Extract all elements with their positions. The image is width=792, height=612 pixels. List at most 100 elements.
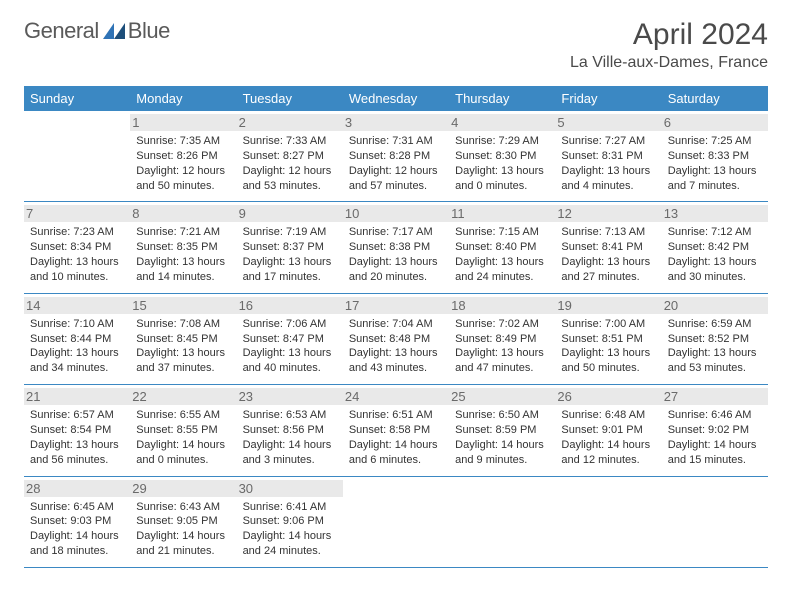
sunrise-line: Sunrise: 6:51 AM [349, 408, 443, 423]
brand-logo: General Blue [24, 18, 170, 44]
day-cell: 3Sunrise: 7:31 AMSunset: 8:28 PMDaylight… [343, 111, 449, 201]
month-title: April 2024 [570, 18, 768, 52]
daylight-line: Daylight: 13 hours and 30 minutes. [668, 255, 762, 285]
day-cell: 10Sunrise: 7:17 AMSunset: 8:38 PMDayligh… [343, 202, 449, 292]
day-cell: 14Sunrise: 7:10 AMSunset: 8:44 PMDayligh… [24, 294, 130, 384]
day-cell: 6Sunrise: 7:25 AMSunset: 8:33 PMDaylight… [662, 111, 768, 201]
day-number: 21 [24, 388, 130, 405]
sunrise-line: Sunrise: 6:41 AM [243, 500, 337, 515]
day-number: 28 [24, 480, 130, 497]
dow-sunday: Sunday [24, 86, 130, 111]
sunset-line: Sunset: 8:37 PM [243, 240, 337, 255]
day-cell: 17Sunrise: 7:04 AMSunset: 8:48 PMDayligh… [343, 294, 449, 384]
sunset-line: Sunset: 9:05 PM [136, 514, 230, 529]
day-number: 20 [662, 297, 768, 314]
sunset-line: Sunset: 8:40 PM [455, 240, 549, 255]
sunrise-line: Sunrise: 6:48 AM [561, 408, 655, 423]
day-cell: 23Sunrise: 6:53 AMSunset: 8:56 PMDayligh… [237, 385, 343, 475]
sunrise-line: Sunrise: 7:13 AM [561, 225, 655, 240]
daylight-line: Daylight: 13 hours and 27 minutes. [561, 255, 655, 285]
day-cell: 19Sunrise: 7:00 AMSunset: 8:51 PMDayligh… [555, 294, 661, 384]
sunrise-line: Sunrise: 6:46 AM [668, 408, 762, 423]
day-number: 14 [24, 297, 130, 314]
dow-tuesday: Tuesday [237, 86, 343, 111]
sunrise-line: Sunrise: 7:25 AM [668, 134, 762, 149]
day-number: 18 [449, 297, 555, 314]
daylight-line: Daylight: 12 hours and 53 minutes. [243, 164, 337, 194]
week-row: 1Sunrise: 7:35 AMSunset: 8:26 PMDaylight… [24, 111, 768, 202]
daylight-line: Daylight: 13 hours and 7 minutes. [668, 164, 762, 194]
day-cell: 8Sunrise: 7:21 AMSunset: 8:35 PMDaylight… [130, 202, 236, 292]
sunset-line: Sunset: 8:48 PM [349, 332, 443, 347]
daylight-line: Daylight: 13 hours and 53 minutes. [668, 346, 762, 376]
brand-word1: General [24, 18, 99, 44]
day-cell: 30 Sunrise: 6:41 AMSunset: 9:06 PMDayligh… [237, 477, 343, 567]
day-cell [662, 477, 768, 567]
sunrise-line: Sunrise: 6:53 AM [243, 408, 337, 423]
day-number: 19 [555, 297, 661, 314]
sunset-line: Sunset: 8:31 PM [561, 149, 655, 164]
day-cell: 9Sunrise: 7:19 AMSunset: 8:37 PMDaylight… [237, 202, 343, 292]
day-number: 5 [555, 114, 661, 131]
day-cell: 22Sunrise: 6:55 AMSunset: 8:55 PMDayligh… [130, 385, 236, 475]
day-number: 8 [130, 205, 236, 222]
day-number: 10 [343, 205, 449, 222]
sunset-line: Sunset: 9:01 PM [561, 423, 655, 438]
week-row: 14Sunrise: 7:10 AMSunset: 8:44 PMDayligh… [24, 294, 768, 385]
sunset-line: Sunset: 8:58 PM [349, 423, 443, 438]
sunrise-line: Sunrise: 7:06 AM [243, 317, 337, 332]
week-row: 7Sunrise: 7:23 AMSunset: 8:34 PMDaylight… [24, 202, 768, 293]
daylight-line: Daylight: 13 hours and 40 minutes. [243, 346, 337, 376]
day-number: 11 [449, 205, 555, 222]
sunrise-line: Sunrise: 7:02 AM [455, 317, 549, 332]
sunrise-line: Sunrise: 6:55 AM [136, 408, 230, 423]
sunset-line: Sunset: 8:30 PM [455, 149, 549, 164]
daylight-line: Daylight: 13 hours and 37 minutes. [136, 346, 230, 376]
sunset-line: Sunset: 8:34 PM [30, 240, 124, 255]
dow-thursday: Thursday [449, 86, 555, 111]
day-cell: 7Sunrise: 7:23 AMSunset: 8:34 PMDaylight… [24, 202, 130, 292]
sunset-line: Sunset: 8:52 PM [668, 332, 762, 347]
day-number: 30 [237, 480, 343, 497]
daylight-line: Daylight: 14 hours and 21 minutes. [136, 529, 230, 559]
sunrise-line: Sunrise: 7:04 AM [349, 317, 443, 332]
day-cell [555, 477, 661, 567]
sunset-line: Sunset: 8:49 PM [455, 332, 549, 347]
day-cell: 12Sunrise: 7:13 AMSunset: 8:41 PMDayligh… [555, 202, 661, 292]
day-number: 25 [449, 388, 555, 405]
sunset-line: Sunset: 8:27 PM [243, 149, 337, 164]
daylight-line: Daylight: 13 hours and 43 minutes. [349, 346, 443, 376]
sunrise-line: Sunrise: 7:23 AM [30, 225, 124, 240]
sunset-line: Sunset: 8:47 PM [243, 332, 337, 347]
sunrise-line: Sunrise: 6:57 AM [30, 408, 124, 423]
sunrise-line: Sunrise: 6:43 AM [136, 500, 230, 515]
week-row: 28Sunrise: 6:45 AMSunset: 9:03 PMDayligh… [24, 477, 768, 568]
week-row: 21Sunrise: 6:57 AMSunset: 8:54 PMDayligh… [24, 385, 768, 476]
day-cell: 27Sunrise: 6:46 AMSunset: 9:02 PMDayligh… [662, 385, 768, 475]
sunrise-line: Sunrise: 7:27 AM [561, 134, 655, 149]
sunrise-line: Sunrise: 7:00 AM [561, 317, 655, 332]
daylight-line: Daylight: 13 hours and 10 minutes. [30, 255, 124, 285]
day-cell [449, 477, 555, 567]
sunset-line: Sunset: 8:41 PM [561, 240, 655, 255]
sunset-line: Sunset: 9:06 PM [243, 514, 337, 529]
day-number: 4 [449, 114, 555, 131]
daylight-line: Daylight: 12 hours and 57 minutes. [349, 164, 443, 194]
day-cell [343, 477, 449, 567]
sunrise-line: Sunrise: 6:59 AM [668, 317, 762, 332]
daylight-line: Daylight: 14 hours and 9 minutes. [455, 438, 549, 468]
daylight-line: Daylight: 14 hours and 24 minutes. [243, 529, 337, 559]
day-number: 3 [343, 114, 449, 131]
day-number: 29 [130, 480, 236, 497]
day-number: 15 [130, 297, 236, 314]
day-cell: 16 Sunrise: 7:06 AMSunset: 8:47 PMDayligh… [237, 294, 343, 384]
day-cell: 21Sunrise: 6:57 AMSunset: 8:54 PMDayligh… [24, 385, 130, 475]
day-number: 16 [237, 297, 343, 314]
sunrise-line: Sunrise: 7:15 AM [455, 225, 549, 240]
day-cell: 26Sunrise: 6:48 AMSunset: 9:01 PMDayligh… [555, 385, 661, 475]
day-cell: 2Sunrise: 7:33 AMSunset: 8:27 PMDaylight… [237, 111, 343, 201]
sunset-line: Sunset: 8:33 PM [668, 149, 762, 164]
day-cell: 28Sunrise: 6:45 AMSunset: 9:03 PMDayligh… [24, 477, 130, 567]
day-number: 1 [130, 114, 236, 131]
sunrise-line: Sunrise: 7:35 AM [136, 134, 230, 149]
